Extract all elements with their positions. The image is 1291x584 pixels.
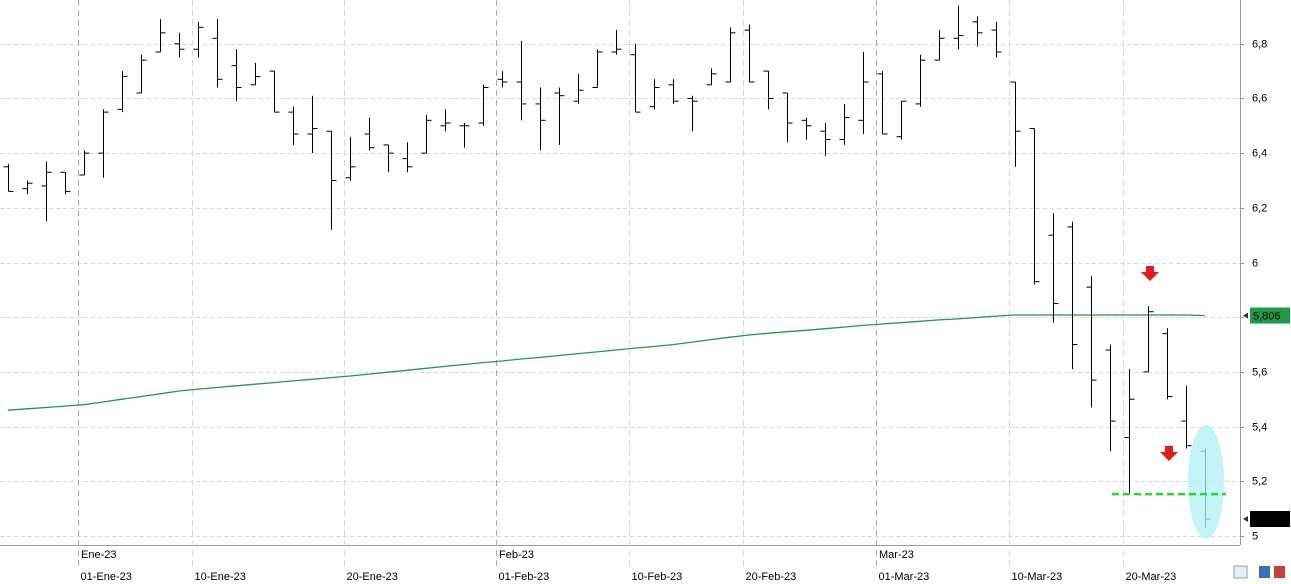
y-tick-label: 6,2 xyxy=(1252,202,1267,214)
price-tag-label: 5,062 xyxy=(1253,514,1281,526)
y-tick-label: 6,8 xyxy=(1252,38,1267,50)
price-tag-pointer xyxy=(1243,516,1248,523)
price-tag-label: 5,806 xyxy=(1253,310,1281,322)
x-tick-label: 20-Feb-23 xyxy=(746,571,797,583)
y-tick-label: 6 xyxy=(1252,257,1258,269)
down-arrow xyxy=(1160,446,1178,461)
zoom-icon[interactable] xyxy=(1233,565,1248,579)
x-tick-label: 20-Mar-23 xyxy=(1126,571,1177,583)
y-tick-label: 5,6 xyxy=(1252,366,1267,378)
x-tick-label: 01-Feb-23 xyxy=(499,571,550,583)
moving-average-line xyxy=(7,314,1206,411)
x-month-label: Ene-23 xyxy=(81,549,116,561)
grid xyxy=(0,0,1244,568)
x-month-label: Feb-23 xyxy=(499,549,534,561)
price-tag-pointer xyxy=(1243,312,1248,319)
y-tick-label: 5,2 xyxy=(1252,475,1267,487)
y-tick-label: 6,6 xyxy=(1252,92,1267,104)
price-tag xyxy=(1250,511,1290,528)
x-tick-label: 10-Feb-23 xyxy=(632,571,683,583)
x-tick-label: 10-Ene-23 xyxy=(195,571,246,583)
plot xyxy=(3,5,1211,528)
save-icon[interactable] xyxy=(1259,566,1270,578)
highlight-ellipse xyxy=(1188,425,1224,539)
x-tick-label: 20-Ene-23 xyxy=(347,571,398,583)
y-tick-label: 5 xyxy=(1252,530,1258,542)
price-tag xyxy=(1250,307,1290,324)
x-tick-label: 10-Mar-23 xyxy=(1012,571,1063,583)
x-tick-label: 01-Ene-23 xyxy=(81,571,132,583)
x-tick-label: 01-Mar-23 xyxy=(879,571,930,583)
overlay: 6,86,66,46,265,85,65,45,2501-Ene-2310-En… xyxy=(81,38,1290,583)
y-tick-label: 5,4 xyxy=(1252,421,1267,433)
down-arrow xyxy=(1141,266,1159,281)
y-tick-label: 6,4 xyxy=(1252,147,1267,159)
window-icon[interactable] xyxy=(1274,566,1285,578)
x-month-label: Mar-23 xyxy=(879,549,914,561)
